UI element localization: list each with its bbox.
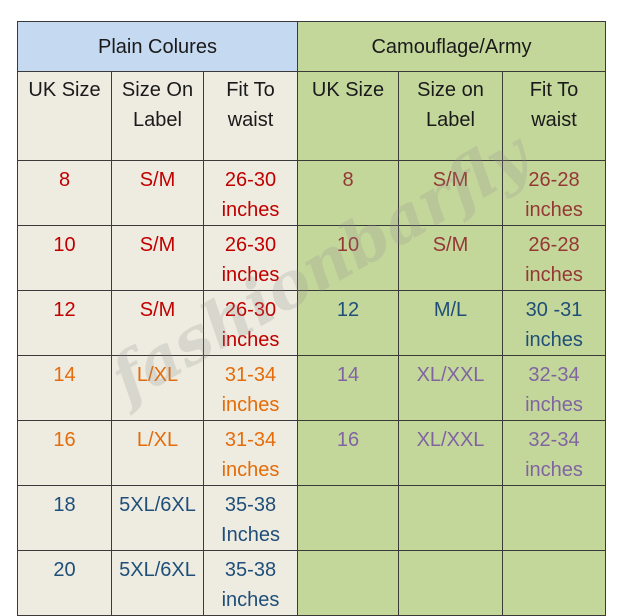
table-row: 20 5XL/6XL 35-38 inches [17, 550, 606, 616]
camouflage-heading: Camouflage/Army [297, 21, 606, 72]
camo-size-label [398, 550, 503, 616]
camo-fit-waist [502, 550, 606, 616]
camo-uk-size: 14 [297, 355, 399, 421]
camo-uk-size: 12 [297, 290, 399, 356]
plain-uk-size: 12 [17, 290, 112, 356]
camo-fit-waist [502, 485, 606, 551]
plain-size-label: L/XL [111, 420, 204, 486]
plain-uk-size-header: UK Size [17, 71, 112, 161]
plain-size-label: S/M [111, 160, 204, 226]
section-header-row: Plain Colures Camouflage/Army [17, 21, 606, 72]
plain-fit-waist: 26-30 inches [203, 160, 298, 226]
camo-fit-waist: 32-34 inches [502, 420, 606, 486]
plain-uk-size: 20 [17, 550, 112, 616]
plain-size-label: S/M [111, 225, 204, 291]
plain-uk-size: 10 [17, 225, 112, 291]
plain-fit-waist: 26-30 inches [203, 290, 298, 356]
plain-uk-size: 18 [17, 485, 112, 551]
plain-fit-waist: 31-34 inches [203, 420, 298, 486]
camo-size-label: M/L [398, 290, 503, 356]
plain-fit-waist-header: Fit To waist [203, 71, 298, 161]
camo-size-label [398, 485, 503, 551]
plain-fit-waist: 35-38 Inches [203, 485, 298, 551]
camo-fit-waist: 30 -31 inches [502, 290, 606, 356]
camo-uk-size [297, 485, 399, 551]
camo-fit-waist: 26-28 inches [502, 160, 606, 226]
camo-size-label: XL/XXL [398, 355, 503, 421]
size-chart-table: Plain Colures Camouflage/Army UK Size Si… [17, 21, 606, 616]
plain-fit-waist: 35-38 inches [203, 550, 298, 616]
camo-fit-waist: 32-34 inches [502, 355, 606, 421]
plain-uk-size: 8 [17, 160, 112, 226]
table-row: 8 S/M 26-30 inches 8 S/M 26-28 inches [17, 160, 606, 226]
camo-uk-size-header: UK Size [297, 71, 399, 161]
camo-size-label-header: Size on Label [398, 71, 503, 161]
camo-uk-size: 8 [297, 160, 399, 226]
plain-fit-waist: 31-34 inches [203, 355, 298, 421]
camo-uk-size: 16 [297, 420, 399, 486]
table-row: 12 S/M 26-30 inches 12 M/L 30 -31 inches [17, 290, 606, 356]
plain-size-label: 5XL/6XL [111, 485, 204, 551]
table-row: 10 S/M 26-30 inches 10 S/M 26-28 inches [17, 225, 606, 291]
camo-size-label: XL/XXL [398, 420, 503, 486]
plain-uk-size: 14 [17, 355, 112, 421]
plain-size-label: L/XL [111, 355, 204, 421]
camo-size-label: S/M [398, 225, 503, 291]
table-row: 16 L/XL 31-34 inches 16 XL/XXL 32-34 inc… [17, 420, 606, 486]
plain-fit-waist: 26-30 inches [203, 225, 298, 291]
plain-size-label-header: Size On Label [111, 71, 204, 161]
camo-fit-waist: 26-28 inches [502, 225, 606, 291]
plain-colours-heading: Plain Colures [17, 21, 298, 72]
camo-size-label: S/M [398, 160, 503, 226]
column-header-row: UK Size Size On Label Fit To waist UK Si… [17, 71, 606, 161]
camo-fit-waist-header: Fit To waist [502, 71, 606, 161]
camo-uk-size: 10 [297, 225, 399, 291]
plain-uk-size: 16 [17, 420, 112, 486]
table-row: 18 5XL/6XL 35-38 Inches [17, 485, 606, 551]
plain-size-label: 5XL/6XL [111, 550, 204, 616]
table-row: 14 L/XL 31-34 inches 14 XL/XXL 32-34 inc… [17, 355, 606, 421]
camo-uk-size [297, 550, 399, 616]
plain-size-label: S/M [111, 290, 204, 356]
